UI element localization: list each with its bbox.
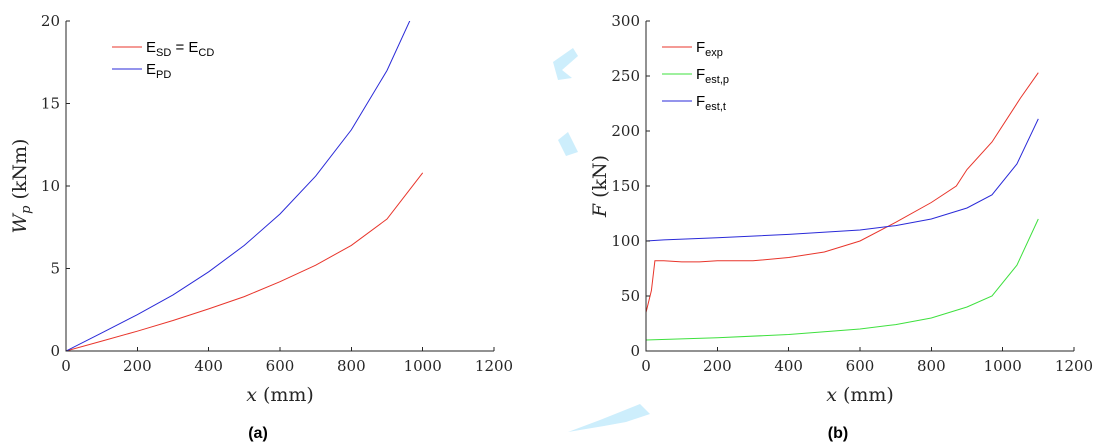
x-tick-label: 0 — [61, 357, 71, 375]
x-axis-label: x (mm) — [826, 384, 894, 406]
y-tick-label: 5 — [50, 260, 60, 278]
x-tick-label: 200 — [703, 357, 732, 375]
x-tick-label: 1000 — [404, 357, 442, 375]
x-tick-label: 400 — [194, 357, 223, 375]
watermark-arrow-mid — [558, 132, 578, 156]
series-line-est-p — [646, 218, 1039, 341]
panel-label: (b) — [828, 425, 848, 442]
axes — [645, 21, 1074, 352]
y-tick-label: 200 — [611, 122, 640, 140]
watermark-marks — [553, 48, 650, 432]
series-line-sd — [66, 172, 424, 351]
y-tick-label: 20 — [41, 12, 60, 30]
y-tick-label: 50 — [621, 287, 640, 305]
legend: Fexp Fest,p Fest,t — [662, 39, 729, 113]
series-line-est-t — [646, 118, 1039, 242]
x-tick-label: 1200 — [1055, 357, 1093, 375]
y-tick-label: 10 — [41, 177, 60, 195]
series-lines — [66, 21, 424, 351]
x-tick-label: 200 — [123, 357, 152, 375]
y-tick-label: 100 — [611, 232, 640, 250]
y-tick-label: 150 — [611, 177, 640, 195]
legend-entry: Fexp — [696, 39, 723, 59]
series-line-pd — [66, 21, 411, 351]
y-tick-label: 15 — [41, 95, 60, 113]
x-tick-label: 600 — [266, 357, 295, 375]
x-tick-label: 600 — [846, 357, 875, 375]
panel-label: (a) — [248, 425, 268, 442]
x-tick-label: 800 — [917, 357, 946, 375]
x-axis-label: x (mm) — [246, 384, 314, 406]
legend-entry: ESD = ECD — [146, 39, 214, 59]
y-tick-label: 250 — [611, 67, 640, 85]
series-line-exp — [646, 72, 1039, 313]
y-tick-label: 0 — [50, 342, 60, 360]
legend-entry: Fest,p — [696, 66, 729, 86]
x-tick-label: 0 — [641, 357, 651, 375]
watermark-arrow-bottom — [568, 404, 650, 432]
x-tick-label: 1200 — [475, 357, 513, 375]
y-axis-label: Wp (kNm) — [9, 139, 34, 234]
axes — [65, 21, 494, 352]
x-tick-label: 800 — [337, 357, 366, 375]
chart-b: 0 200 400 600 800 1000 1200 0 50 100 150 200 250 300 x… — [589, 12, 1093, 442]
x-tick-label: 400 — [774, 357, 803, 375]
chart-a: 0 200 400 600 800 1000 1200 0 5 10 15 20 x (mm) Wp (k… — [9, 12, 513, 442]
legend-entry: Fest,t — [696, 93, 726, 113]
series-lines — [646, 72, 1039, 341]
y-tick-label: 300 — [611, 12, 640, 30]
x-tick-label: 1000 — [984, 357, 1022, 375]
watermark-arrow-top — [553, 48, 578, 80]
legend-entry: EPD — [146, 61, 171, 81]
y-tick-label: 0 — [630, 342, 640, 360]
y-axis-label: F (kN) — [589, 155, 611, 218]
